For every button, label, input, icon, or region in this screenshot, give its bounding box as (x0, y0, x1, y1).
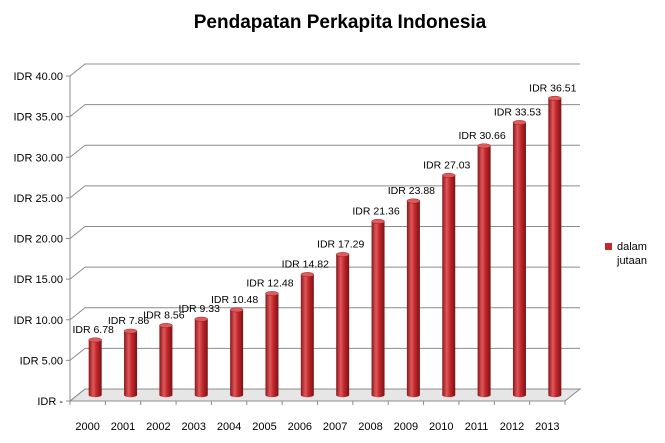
legend-swatch (605, 243, 612, 250)
bar-top (442, 172, 456, 178)
bar-top (88, 337, 102, 343)
bar (300, 272, 315, 398)
data-label: IDR 21.36 (352, 205, 399, 217)
bar-top (229, 307, 244, 313)
bar-body (230, 309, 244, 398)
data-label: IDR 10.48 (211, 294, 258, 306)
bar-top (406, 198, 421, 204)
bar-body (194, 319, 208, 398)
bar-body (88, 339, 102, 398)
bar-top (371, 219, 385, 224)
bar-top (265, 291, 279, 296)
grid-line (69, 63, 580, 77)
data-label: IDR 9.33 (179, 303, 221, 315)
x-tick-label: 2004 (217, 421, 241, 433)
bar (548, 95, 562, 398)
bar-body (300, 274, 314, 398)
bar (123, 328, 138, 398)
bar-top (123, 328, 138, 334)
y-tick-label: IDR 20.00 (13, 234, 63, 246)
y-tick-label: IDR 5.00 (20, 355, 63, 367)
chart-title: Pendapatan Perkapita Indonesia (194, 12, 487, 33)
bar (159, 323, 173, 398)
bar (265, 291, 279, 398)
data-label: IDR 6.78 (72, 324, 114, 336)
x-tick-label: 2006 (288, 421, 312, 433)
x-tick-label: 2009 (394, 421, 418, 433)
bar (442, 172, 456, 398)
bar-body (442, 175, 456, 398)
bar (229, 307, 244, 398)
x-tick-label: 2007 (323, 421, 347, 433)
y-tick-label: IDR 15.00 (13, 274, 63, 286)
legend: dalam jutaan (605, 241, 647, 267)
bar (406, 198, 421, 398)
bar-body (336, 254, 350, 398)
bar (477, 143, 491, 398)
x-tick-label: 2008 (358, 421, 382, 433)
data-label: IDR 8.56 (143, 309, 185, 321)
x-tick-label: 2012 (500, 421, 524, 433)
legend-label-line1: dalam (617, 241, 647, 253)
x-tick-label: 2002 (146, 421, 170, 433)
data-label: IDR 33.53 (494, 107, 541, 119)
bar (371, 219, 385, 398)
x-tick-label: 2000 (75, 421, 99, 433)
bar (512, 120, 527, 398)
data-label: IDR 7.86 (108, 315, 150, 327)
bar-top (335, 252, 350, 257)
grid-line (69, 144, 580, 158)
grid-line (69, 347, 580, 361)
bar-body (265, 293, 279, 398)
y-axis: IDR - IDR 5.00 IDR 10.00 IDR 15.00 IDR 20.00… (13, 71, 70, 408)
data-label: IDR 30.66 (458, 130, 505, 142)
data-label: IDR 17.29 (317, 239, 364, 251)
bar (88, 337, 102, 398)
grid-line (69, 185, 580, 199)
bar-body (406, 200, 420, 398)
y-tick-label: IDR 10.00 (13, 315, 63, 327)
bar (194, 316, 208, 398)
bar-body (371, 221, 385, 398)
data-label: IDR 27.03 (423, 159, 470, 171)
data-label: IDR 36.51 (529, 82, 576, 94)
x-axis: 2000 2001 2002 2003 2004 2005 2006 2007 2008 2009… (69, 401, 566, 433)
x-tick-label: 2003 (182, 421, 206, 433)
y-tick-label: IDR 30.00 (13, 152, 63, 164)
x-tick-label: 2010 (429, 421, 453, 433)
bar-top (477, 143, 491, 149)
bar-top (194, 316, 208, 322)
bar-body (124, 331, 138, 398)
grid-line (69, 226, 580, 239)
x-tick-label: 2013 (535, 421, 559, 433)
y-tick-label: IDR - (37, 396, 63, 408)
y-tick-label: IDR 35.00 (13, 112, 63, 124)
x-tick-label: 2001 (111, 421, 135, 433)
bar-top (548, 95, 562, 101)
data-label: IDR 23.88 (388, 185, 435, 197)
data-label: IDR 12.48 (246, 278, 293, 290)
legend-label-line2: jutaan (616, 255, 647, 267)
bar-body (477, 145, 491, 398)
bar-top (512, 120, 527, 125)
bar-body (159, 325, 173, 398)
bar-body (512, 122, 526, 398)
y-tick-label: IDR 40.00 (13, 71, 63, 83)
x-tick-label: 2005 (252, 421, 276, 433)
bar-top (159, 323, 173, 328)
grid-line (69, 104, 580, 118)
x-tick-label: 2011 (465, 421, 489, 433)
bar (335, 252, 350, 398)
bar-body (548, 98, 562, 398)
y-tick-label: IDR 25.00 (13, 193, 63, 205)
bar-top (300, 272, 315, 277)
bar-series (88, 95, 562, 398)
data-label: IDR 14.82 (282, 259, 329, 271)
chart-floor (68, 388, 582, 402)
